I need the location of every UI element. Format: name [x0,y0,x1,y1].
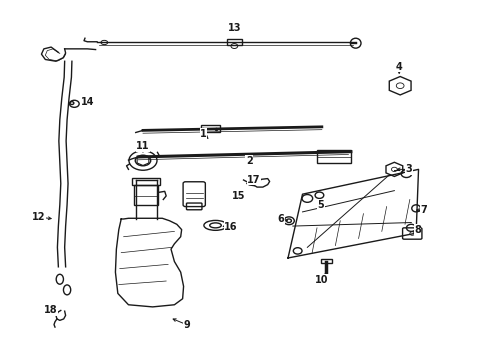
Text: 3: 3 [405,165,411,174]
Text: 17: 17 [247,175,261,185]
Text: 10: 10 [314,275,328,285]
Text: 13: 13 [227,23,241,33]
Text: 6: 6 [277,214,284,224]
Text: 18: 18 [44,305,58,315]
Text: 11: 11 [136,141,149,151]
Text: 8: 8 [413,225,420,235]
Text: 2: 2 [245,156,252,166]
Text: 12: 12 [32,212,46,222]
Text: 4: 4 [395,62,402,72]
Text: 7: 7 [419,205,426,215]
Text: 5: 5 [317,200,324,210]
Text: 1: 1 [200,129,206,139]
Text: 16: 16 [224,222,237,232]
Text: 9: 9 [183,320,189,330]
Text: 14: 14 [81,97,94,107]
Text: 15: 15 [231,191,245,201]
